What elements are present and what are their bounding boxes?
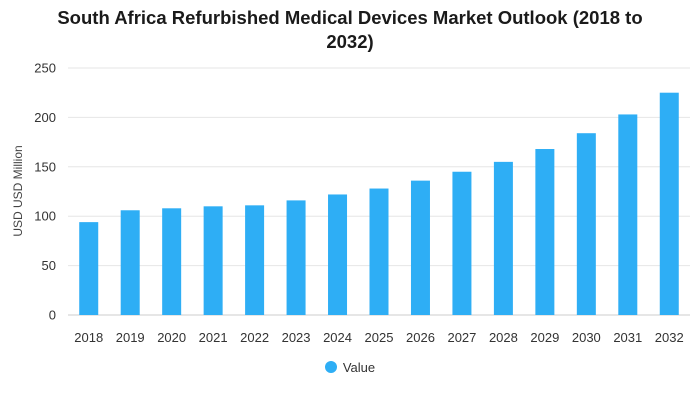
y-axis-label: USD USD Million bbox=[11, 145, 25, 236]
x-tick-label: 2028 bbox=[489, 330, 518, 345]
x-tick-label: 2022 bbox=[240, 330, 269, 345]
bar-2027[interactable] bbox=[452, 171, 472, 315]
x-tick-label: 2032 bbox=[655, 330, 684, 345]
bar-2018[interactable] bbox=[79, 222, 99, 315]
x-tick-label: 2023 bbox=[282, 330, 311, 345]
x-tick-label: 2024 bbox=[323, 330, 352, 345]
y-axis-ticks: 0 50 100 150 200 250 bbox=[34, 61, 56, 323]
x-tick-label: 2019 bbox=[116, 330, 145, 345]
bar-2021[interactable] bbox=[203, 206, 223, 315]
legend-swatch bbox=[324, 361, 337, 373]
y-tick-label: 100 bbox=[34, 209, 56, 224]
x-axis-ticks: 2018 2019 2020 2021 2022 2023 2024 2025 2026 2027… bbox=[74, 330, 683, 345]
bar-2023[interactable] bbox=[286, 200, 306, 315]
bar-2032[interactable] bbox=[659, 92, 679, 315]
bar-2022[interactable] bbox=[245, 205, 265, 315]
bar-2030[interactable] bbox=[576, 133, 596, 315]
x-tick-label: 2025 bbox=[365, 330, 394, 345]
x-tick-label: 2027 bbox=[447, 330, 476, 345]
y-tick-label: 250 bbox=[34, 61, 56, 76]
y-tick-label: 50 bbox=[42, 258, 56, 273]
x-tick-label: 2018 bbox=[74, 330, 103, 345]
bar-2028[interactable] bbox=[493, 161, 513, 315]
bar-2031[interactable] bbox=[618, 114, 638, 315]
legend: Value bbox=[0, 360, 700, 375]
y-tick-label: 200 bbox=[34, 110, 56, 125]
chart-title: South Africa Refurbished Medical Devices… bbox=[20, 6, 680, 54]
y-tick-label: 0 bbox=[49, 308, 56, 323]
chart-title-line-2: 2032) bbox=[326, 31, 374, 52]
y-tick-label: 150 bbox=[34, 159, 56, 174]
x-tick-label: 2031 bbox=[613, 330, 642, 345]
bar-2024[interactable] bbox=[328, 194, 348, 315]
x-tick-label: 2026 bbox=[406, 330, 435, 345]
x-tick-label: 2029 bbox=[530, 330, 559, 345]
chart-title-line-1: South Africa Refurbished Medical Devices… bbox=[57, 7, 643, 28]
bar-2026[interactable] bbox=[410, 180, 430, 315]
x-tick-label: 2021 bbox=[199, 330, 228, 345]
bar-2025[interactable] bbox=[369, 188, 389, 315]
bar-2019[interactable] bbox=[120, 210, 140, 315]
bars bbox=[79, 92, 679, 315]
x-tick-label: 2020 bbox=[157, 330, 186, 345]
bar-2029[interactable] bbox=[535, 149, 555, 315]
legend-label: Value bbox=[342, 360, 376, 375]
bar-2020[interactable] bbox=[162, 208, 182, 315]
x-tick-label: 2030 bbox=[572, 330, 601, 345]
